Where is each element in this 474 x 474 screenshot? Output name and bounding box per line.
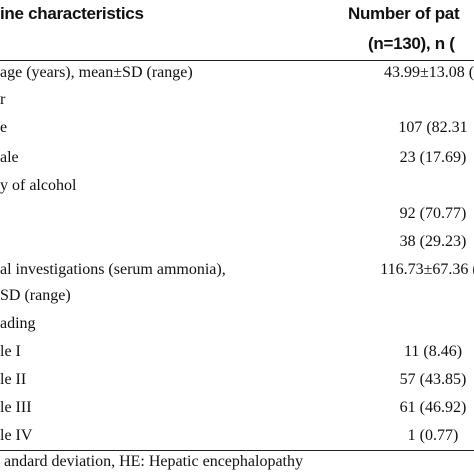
row-value: 61 (46.92) <box>399 399 467 416</box>
header-left: ine characteristics <box>0 4 144 23</box>
row-label: le III <box>0 399 32 416</box>
row-value: 43.99±13.08 (1 <box>383 64 474 81</box>
row-label: le IV <box>0 427 33 444</box>
row-label: ale <box>0 149 19 166</box>
bottom-rule <box>0 450 474 451</box>
footnote: andard deviation, HE: Hepatic encephalop… <box>4 453 303 470</box>
row-value: 107 (82.31 <box>398 119 468 136</box>
header-rule <box>0 60 474 61</box>
row-label: ading <box>0 315 36 332</box>
row-label: al investigations (serum ammonia), <box>0 261 226 278</box>
row-label: SD (range) <box>0 287 71 304</box>
row-value: 23 (17.69) <box>399 149 467 166</box>
row-label: r <box>0 91 6 108</box>
row-label: y of alcohol <box>0 177 77 194</box>
row-label: e <box>0 119 8 136</box>
row-value: 1 (0.77) <box>407 427 459 444</box>
row-label: le II <box>0 371 27 388</box>
row-value: 57 (43.85) <box>399 371 467 388</box>
row-label: age (years), mean±SD (range) <box>0 64 193 81</box>
row-value: 116.73±67.36 (5 <box>380 261 474 278</box>
row-label: le I <box>0 343 21 360</box>
row-value: 11 (8.46) <box>403 343 463 360</box>
row-value: 92 (70.77) <box>399 205 467 222</box>
header-right: Number of pat <box>348 4 460 23</box>
row-value: 38 (29.23) <box>399 233 467 250</box>
header-right: (n=130), n ( <box>368 34 455 53</box>
